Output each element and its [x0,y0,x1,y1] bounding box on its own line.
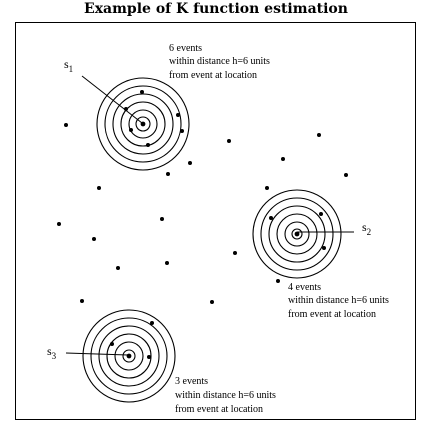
event-point [176,113,180,117]
event-point [146,143,150,147]
study-area-frame [15,22,416,420]
event-point [294,231,300,237]
event-point [265,186,269,190]
event-point [188,161,192,165]
svg-text:from event at location: from event at location [175,404,263,415]
svg-text:3 events: 3 events [175,376,208,387]
svg-text:4 events: 4 events [288,282,321,293]
label-s3: s3 [47,344,57,361]
rings-s1 [96,77,190,171]
event-point [80,299,84,303]
event-point [92,237,96,241]
event-point [160,217,164,221]
event-point [233,251,237,255]
label-s1: s1 [64,57,73,74]
event-point [147,355,151,359]
event-point [319,212,323,216]
event-point [126,353,132,359]
event-point [140,121,146,127]
svg-text:from event at location: from event at location [288,309,376,320]
event-point [180,129,184,133]
event-point [165,261,169,265]
event-point [269,216,273,220]
event-point [317,133,321,137]
rings-s2 [252,189,342,279]
diagram-title: Example of K function estimation [84,1,348,17]
event-point [64,123,68,127]
svg-text:6 events: 6 events [169,43,202,54]
event-point [129,128,133,132]
svg-text:within distance h=6 units: within distance h=6 units [175,390,276,401]
svg-text:within distance h=6 units: within distance h=6 units [169,56,270,67]
rings-s3 [82,309,176,403]
annotation-s2: 4 events within distance h=6 units from … [288,282,389,320]
event-points [57,90,348,359]
event-point [344,173,348,177]
event-point [276,279,280,283]
event-point [97,186,101,190]
event-point [57,222,61,226]
annotation-s3: 3 events within distance h=6 units from … [175,376,276,415]
event-point [227,139,231,143]
event-point [281,157,285,161]
svg-text:within distance h=6 units: within distance h=6 units [288,295,389,306]
leader-line-s1 [81,75,143,124]
event-point [116,266,120,270]
leader-line-s3 [65,352,130,356]
event-point [110,342,114,346]
event-point [150,321,154,325]
event-point [124,107,128,111]
svg-text:from event at location: from event at location [169,70,257,81]
event-point [322,246,326,250]
event-point [140,90,144,94]
label-s2: s2 [362,220,371,237]
event-point [166,172,170,176]
event-point [210,300,214,304]
annotation-s1: 6 events within distance h=6 units from … [169,43,270,81]
